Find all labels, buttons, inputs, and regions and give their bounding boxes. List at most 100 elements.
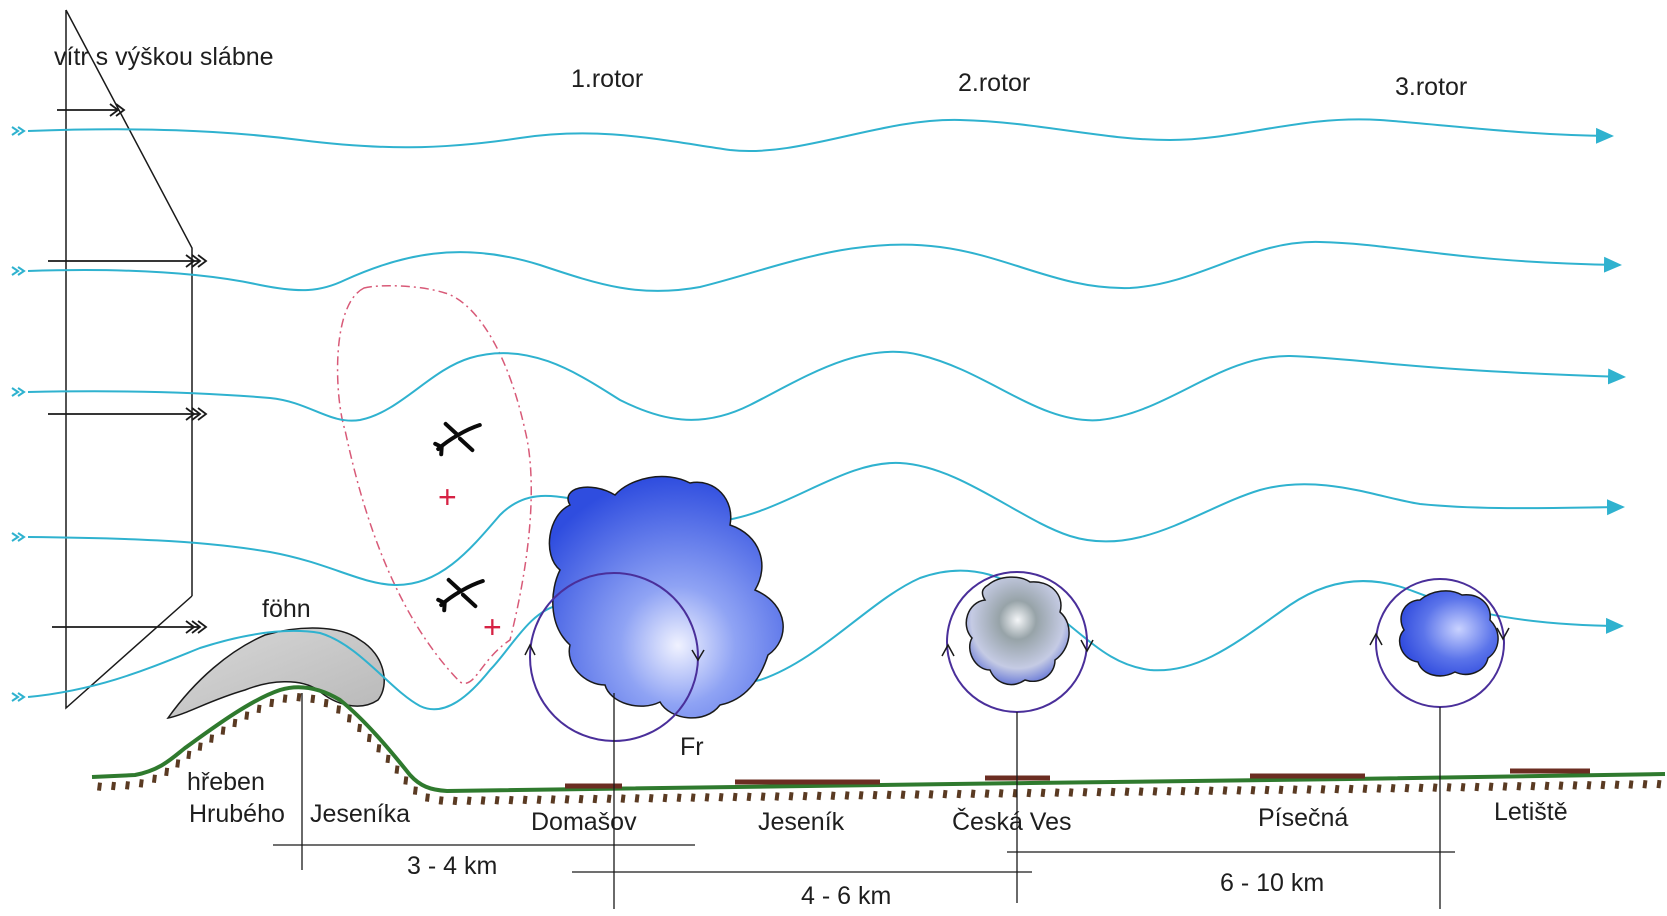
place-label-letiste: Letiště — [1494, 798, 1568, 826]
ground-tick — [244, 711, 250, 720]
ground-ticks — [97, 693, 1662, 806]
ground-tick — [151, 774, 157, 784]
ground-tick — [1054, 788, 1060, 797]
rotor-2-label: 2.rotor — [958, 69, 1030, 97]
ground-tick — [1404, 783, 1410, 793]
ground-tick — [1138, 787, 1144, 796]
ground-tick — [648, 793, 654, 803]
ground-tick — [564, 795, 570, 804]
ground-tick — [124, 781, 130, 790]
ground-tick — [296, 693, 302, 702]
ground-tick — [816, 791, 822, 801]
ground-tick — [578, 794, 584, 804]
ground-tick — [1432, 783, 1438, 792]
ground-tick — [1306, 785, 1312, 794]
ground-tick — [424, 793, 430, 802]
ground-tick — [1390, 784, 1396, 793]
ground-tick — [1278, 785, 1284, 795]
ground-tick — [830, 791, 836, 800]
place-label-domasov: Domašov — [531, 808, 637, 836]
ground-tick — [872, 790, 878, 800]
ground-tick — [760, 792, 766, 801]
glider-icon — [433, 421, 482, 457]
ground-tick — [746, 792, 752, 802]
ground-tick — [1614, 780, 1620, 790]
ground-tick — [1530, 781, 1536, 791]
wind-profile-triangle — [65, 9, 193, 710]
rotor-3-label: 3.rotor — [1395, 73, 1467, 101]
ground-tick — [138, 779, 144, 788]
ground-tick — [1418, 783, 1424, 793]
ground-tick — [984, 789, 990, 798]
rotor-3: 3.rotor — [1369, 73, 1510, 708]
rotor-3-cloud — [1398, 590, 1499, 677]
ground-tick — [592, 794, 598, 804]
streamline-3 — [27, 350, 1626, 422]
ground-tick — [1194, 786, 1200, 796]
ground-tick — [1376, 784, 1382, 793]
ground-tick — [1502, 782, 1508, 791]
ground-tick — [732, 792, 738, 802]
ground-tick — [998, 789, 1004, 798]
ground-tick — [1628, 780, 1634, 789]
ground-tick — [438, 796, 444, 805]
rotor-1-arrow-right — [691, 649, 705, 662]
rotor-2-arrow-left — [941, 643, 955, 657]
ground-tick — [494, 796, 500, 805]
ground-tick — [403, 776, 409, 785]
ground-tick — [522, 795, 528, 805]
terrain — [91, 685, 1666, 806]
ground-tick — [1460, 782, 1466, 792]
ground-tick — [1474, 782, 1480, 792]
rotor-1-cloud — [548, 475, 784, 719]
ground-tick — [1166, 787, 1172, 796]
ground-tick — [1572, 781, 1578, 790]
wind-vector-arrows — [48, 103, 208, 634]
distance-label-1: 3 - 4 km — [407, 852, 497, 880]
ground-tick — [1544, 781, 1550, 791]
ridge-label-line1: hřeben — [187, 768, 265, 796]
ground-tick — [900, 790, 906, 799]
ground-tick — [844, 791, 850, 800]
ground-tick — [634, 794, 640, 803]
ground-tick — [1320, 785, 1326, 794]
ground-tick — [346, 714, 352, 723]
lift-zone-outline — [336, 284, 532, 685]
ground-tick — [1250, 785, 1256, 795]
rotor-2-arrow-right — [1080, 639, 1094, 653]
ground-tick — [1656, 779, 1662, 789]
ground-tick — [336, 705, 342, 714]
ground-tick — [606, 794, 612, 804]
ground-tick — [269, 698, 275, 708]
ground-tick — [1110, 787, 1116, 797]
ground-tick — [1516, 782, 1522, 791]
ground-tick — [550, 795, 556, 804]
ground-tick — [928, 790, 934, 799]
ground-tick — [914, 790, 920, 799]
ground-tick — [209, 734, 215, 743]
wind-profile: vítr s výškou slábne — [48, 9, 274, 710]
ground-tick — [1600, 780, 1606, 790]
ground-tick — [956, 789, 962, 799]
lift-marker: + — [483, 609, 502, 645]
ground-tick — [97, 782, 102, 791]
place-label-jesenik: Jeseník — [758, 808, 845, 836]
ground-tick — [1082, 788, 1088, 797]
inflow-chevrons — [11, 126, 26, 702]
wind-profile-label: vítr s výškou slábne — [54, 43, 274, 71]
ground-tick — [452, 796, 458, 806]
ground-tick — [802, 791, 808, 801]
ground-tick — [1558, 781, 1564, 790]
ground-tick — [480, 796, 486, 805]
ground-tick — [886, 790, 892, 800]
ground-tick — [676, 793, 682, 803]
ground-tick — [175, 759, 181, 768]
ground-tick — [1586, 780, 1592, 790]
ground-tick — [788, 792, 794, 801]
ground-tick — [1124, 787, 1130, 797]
rotor-1-arrow-left — [524, 643, 536, 656]
ground-tick — [1068, 788, 1074, 797]
ground-tick — [186, 750, 192, 760]
